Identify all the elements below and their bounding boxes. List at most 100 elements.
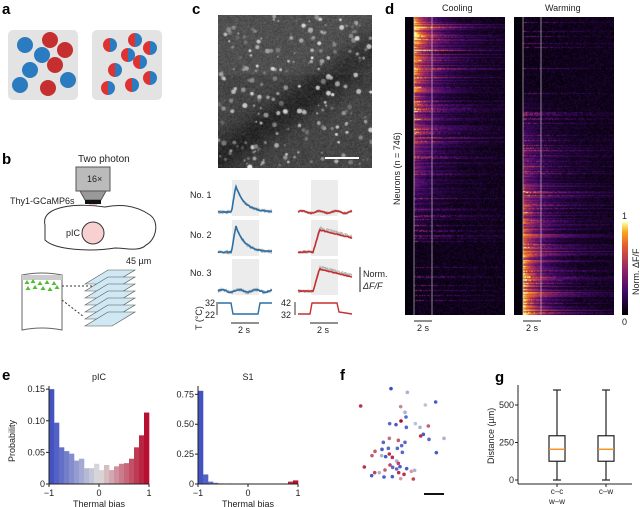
histogram-bar <box>99 470 105 484</box>
cooling-temperature-trace <box>218 302 272 315</box>
neuron-half-warm <box>143 71 150 85</box>
colorbar-min-label: 0 <box>622 317 627 327</box>
neuron-point <box>404 466 409 471</box>
neuron-point <box>421 432 426 437</box>
panel-b-schematic: Two photon 16× Thy1-GCaMP6s pIC 45 µm <box>10 154 157 331</box>
neuron-triangle <box>40 286 46 290</box>
neuron-half-cool <box>150 41 157 55</box>
temperature-axis-label: T (°C) <box>194 306 204 330</box>
warming-stimulus-window <box>311 180 338 216</box>
neuron-half-warm <box>103 38 110 52</box>
neuron-half-warm <box>133 55 140 69</box>
neuron-half-warm <box>125 78 132 92</box>
y-axis-label: Distance (µm) <box>486 408 496 464</box>
heatmap-title-cooling: Cooling <box>442 3 473 13</box>
warming-temperature-trace <box>298 302 353 315</box>
cooling-temp-low: 22 <box>205 310 215 320</box>
histogram-bar <box>84 468 90 484</box>
neuron-half-cool <box>150 71 157 85</box>
panel-a-schematic <box>8 30 162 100</box>
neuron-circle <box>42 32 58 48</box>
histogram-bar <box>208 481 214 484</box>
neuron-point <box>442 436 446 441</box>
panel-label-f: f <box>340 367 346 384</box>
histogram-bar <box>213 482 219 484</box>
neuron-circle <box>22 62 38 78</box>
histogram-bar <box>114 466 120 484</box>
trial-trace <box>297 227 353 255</box>
neuron-half-cool <box>128 48 135 62</box>
x-tick-label: 1 <box>146 488 151 498</box>
box <box>548 435 566 462</box>
histogram-bar <box>49 389 55 484</box>
neuron-point <box>394 467 399 471</box>
neuron-point <box>405 390 410 395</box>
heatmap-time-scale-label-cooling: 2 s <box>417 323 430 333</box>
x-tick-label: 0 <box>96 488 101 498</box>
neuron-point <box>383 468 387 472</box>
x-tick-label: c–c <box>551 487 563 496</box>
neuron-point <box>389 386 393 391</box>
panel-label-c: c <box>192 1 200 18</box>
neuron-point <box>369 473 374 478</box>
y-tick-label: 0 <box>40 479 45 489</box>
histogram-y-label: Probability <box>7 419 17 462</box>
neuron-half-cool <box>115 63 122 77</box>
neuron-circle <box>47 57 63 73</box>
neuron-point <box>387 436 392 441</box>
neuron-point <box>398 476 403 481</box>
labelled-neurons <box>24 279 60 291</box>
panel-label-d: d <box>385 1 394 18</box>
histogram-bar <box>94 463 100 484</box>
trial-trace <box>217 287 273 296</box>
warming-heatmap <box>514 17 614 315</box>
neuron-point <box>370 453 374 458</box>
warming-stimulus-window <box>311 259 338 295</box>
neuron-point <box>412 468 417 473</box>
neuron-point <box>409 469 414 474</box>
neuron-point <box>413 421 418 426</box>
neuron-half-cool <box>132 78 139 92</box>
neuron-triangle <box>44 280 50 284</box>
neuron-point <box>418 434 423 438</box>
neuron-point <box>403 410 407 415</box>
cooling-temp-high: 32 <box>205 298 215 308</box>
neuron-half-warm <box>143 41 150 55</box>
neuron-triangle <box>47 287 53 291</box>
dff-scale-label-2: ΔF/F <box>362 281 383 291</box>
histogram-bar <box>134 447 140 484</box>
neuron-point <box>398 464 402 469</box>
neuron-point <box>402 472 406 477</box>
neuron-point <box>394 422 398 427</box>
neuron-triangle <box>37 281 43 285</box>
histogram-bar <box>293 480 299 484</box>
histogram-bar <box>119 463 125 484</box>
neuron-triangle <box>54 285 60 289</box>
neuron-half-cool <box>140 55 147 69</box>
y-tick-label: 0.50 <box>176 419 194 429</box>
panel-label-b: b <box>2 151 11 168</box>
neuron-point <box>396 470 401 475</box>
neuron-triangle <box>30 279 36 283</box>
y-tick-label: 250 <box>499 438 514 448</box>
neuron-point <box>400 450 405 455</box>
warming-temp-high: 42 <box>281 298 291 308</box>
dff-scale-label-1: Norm. <box>363 269 388 279</box>
objective-label: 16× <box>87 174 102 184</box>
mean-trace <box>217 225 273 254</box>
mean-trace <box>217 183 273 214</box>
neuron-triangle <box>24 280 30 284</box>
x-axis-label: Thermal bias <box>73 499 126 507</box>
neuron-triangle <box>51 281 57 285</box>
y-tick-label: 0.75 <box>176 389 194 399</box>
histogram-bar <box>79 458 85 484</box>
mouse-line-label: Thy1-GCaMP6s <box>10 196 75 206</box>
neuron-half-cool <box>110 38 117 52</box>
histogram-bar <box>59 447 65 484</box>
colorbar-label: Norm. ΔF/F <box>631 248 640 295</box>
histogram-bar <box>203 474 209 484</box>
thermal-bias-spatial-map <box>358 386 446 481</box>
y-tick-label: 0.10 <box>27 416 45 426</box>
